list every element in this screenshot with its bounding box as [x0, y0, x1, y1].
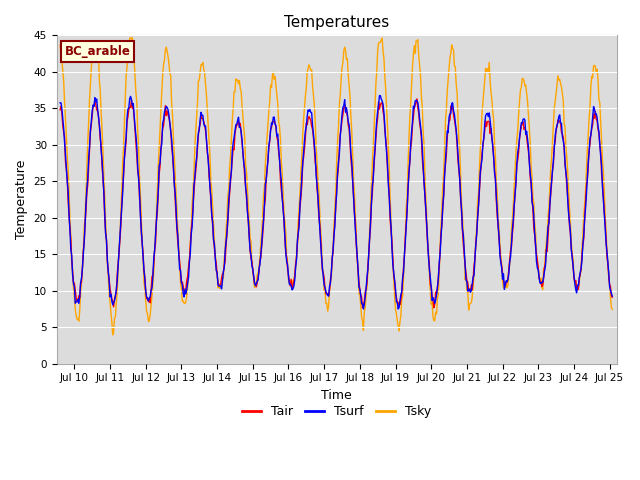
Tair: [596, 143, 604, 149]
Tsky: [487, 89, 495, 95]
Tsky: [127, 35, 134, 41]
Line: Tsky: Tsky: [60, 38, 612, 335]
Tair: [394, 305, 402, 311]
Tair: [135, 174, 143, 180]
Tsky: [609, 306, 616, 312]
Tsurf: [260, 203, 268, 208]
Tair: [487, 126, 495, 132]
Title: Temperatures: Temperatures: [284, 15, 389, 30]
Tair: [260, 204, 268, 210]
Tsurf: [596, 142, 604, 147]
Tsky: [456, 147, 463, 153]
Tsky: [136, 191, 144, 196]
Tsurf: [394, 306, 402, 312]
Line: Tair: Tair: [60, 99, 612, 308]
Tsky: [522, 82, 530, 88]
X-axis label: Time: Time: [321, 389, 352, 402]
Tsky: [56, 42, 64, 48]
Legend: Tair, Tsurf, Tsky: Tair, Tsurf, Tsky: [237, 400, 436, 423]
Tsurf: [487, 125, 495, 131]
Y-axis label: Temperature: Temperature: [15, 160, 28, 239]
Tsky: [109, 332, 116, 338]
Tair: [456, 177, 463, 182]
Tsky: [262, 148, 270, 154]
Tair: [56, 107, 64, 113]
Tsurf: [376, 93, 383, 98]
Tsurf: [456, 176, 463, 181]
Tsurf: [609, 293, 616, 299]
Tsky: [596, 100, 604, 106]
Text: BC_arable: BC_arable: [65, 45, 131, 58]
Tair: [522, 129, 530, 134]
Line: Tsurf: Tsurf: [60, 96, 612, 309]
Tsurf: [135, 176, 143, 182]
Tsurf: [522, 132, 530, 137]
Tsurf: [56, 100, 64, 106]
Tair: [609, 294, 616, 300]
Tair: [413, 96, 420, 102]
